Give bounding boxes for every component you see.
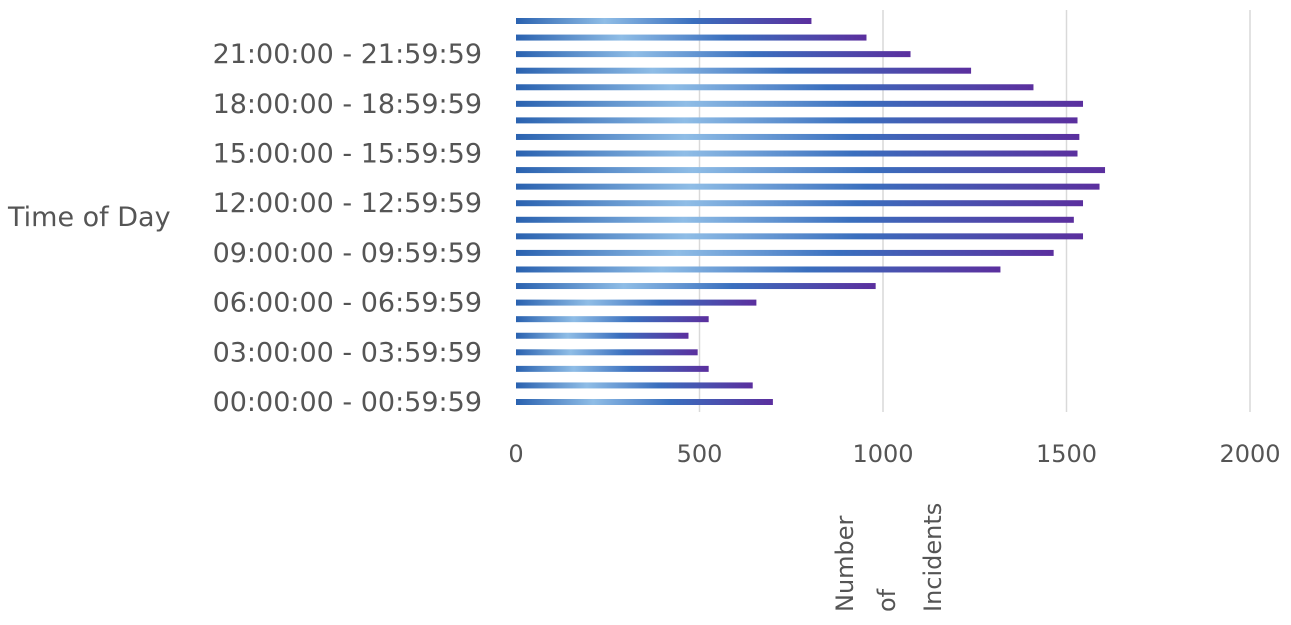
bar-13h [516,183,1100,190]
x-axis-title-line-1: Number [831,515,859,612]
bar-23h [516,18,812,24]
y-tick-label: 15:00:00 - 15:59:59 [213,139,482,170]
bar-12h [516,200,1084,207]
bar-02h [516,365,709,372]
x-axis-title: Number of Incidents [831,503,947,612]
bar-04h [516,332,689,339]
x-axis-title-line-2: of [873,588,901,612]
y-tick-label: 03:00:00 - 03:59:59 [213,337,482,368]
x-axis-title-line-3: Incidents [919,503,947,612]
bar-22h [516,34,867,41]
bar-08h [516,266,1001,273]
y-tick-label: 21:00:00 - 21:59:59 [213,39,482,70]
x-tick-label: 0 [508,440,523,468]
x-tick-label: 500 [677,440,723,468]
bar-17h [516,117,1078,124]
bars [516,18,1106,405]
bar-05h [516,316,709,323]
y-tick-label: 12:00:00 - 12:59:59 [213,188,482,219]
bar-18h [516,100,1084,107]
x-tick-label: 2000 [1219,440,1280,468]
y-axis-title: Time of Day [7,202,171,233]
y-tick-label: 09:00:00 - 09:59:59 [213,238,482,269]
bar-16h [516,133,1080,140]
x-tick-label: 1000 [852,440,913,468]
y-tick-label: 06:00:00 - 06:59:59 [213,288,482,319]
bar-21h [516,51,911,58]
bar-00h [516,399,773,405]
bar-15h [516,150,1078,157]
bar-11h [516,216,1074,223]
x-tick-labels: 0 500 1000 1500 2000 [508,440,1280,468]
bar-07h [516,283,876,290]
bar-20h [516,67,972,74]
y-tick-label: 00:00:00 - 00:59:59 [213,387,482,418]
x-tick-label: 1500 [1036,440,1097,468]
y-tick-labels: 00:00:00 - 00:59:59 03:00:00 - 03:59:59 06… [213,39,482,418]
bar-10h [516,233,1084,240]
gridlines [698,10,1251,412]
bar-03h [516,349,698,356]
bar-19h [516,84,1034,91]
bar-01h [516,382,753,389]
bar-09h [516,249,1054,256]
bar-06h [516,299,757,306]
bar-14h [516,167,1106,174]
y-tick-label: 18:00:00 - 18:59:59 [213,89,482,120]
